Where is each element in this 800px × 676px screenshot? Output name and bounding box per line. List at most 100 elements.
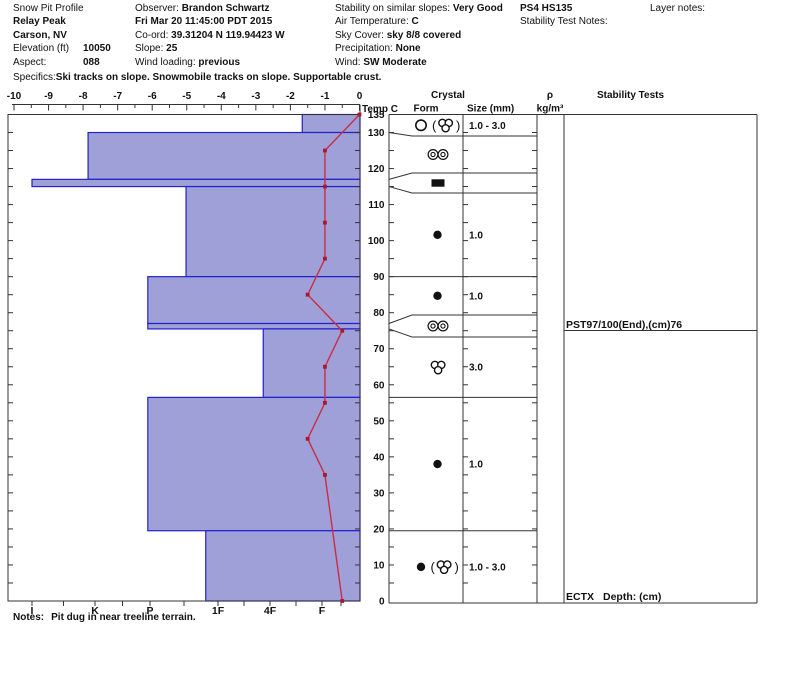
depth-label-135: 135: [368, 110, 385, 121]
size-value-layer-4: 1.0: [469, 230, 483, 241]
header-col1: Snow Pit Profile Relay Peak Carson, NV Elev…: [13, 2, 111, 69]
header-coordinates-value: 39.31204 N 119.94423 W: [171, 29, 285, 41]
specifics-line: Specifics:Ski tracks on slope. Snowmobil…: [13, 72, 381, 83]
depth-label-130: 130: [368, 128, 385, 139]
size-value-layer-7: 3.0: [469, 363, 483, 374]
size-value-layer-8: 1.0: [469, 460, 483, 471]
header-stability-test-notes-label: Stability Test Notes:: [520, 16, 608, 28]
temp-tick-label--4: -4: [217, 91, 226, 102]
header-sky-cover-value: sky 8/8 covered: [386, 29, 462, 41]
ectx-result-text: ECTX: [566, 591, 594, 603]
header-wind-loading-value: previous: [198, 56, 241, 68]
crystal-symbol-melt-cluster-icon: [433, 365, 443, 375]
header-col5: Layer notes:: [650, 2, 705, 15]
size-value-layer-5: 1.0: [469, 291, 483, 302]
crystal-symbol-melt-cluster-icon: [439, 565, 449, 575]
header-col2: Observer: Brandon Schwartz Fri Mar 20 11:…: [135, 2, 285, 69]
header-air-temperature-label: Air Temperature:: [335, 16, 409, 28]
header-wind-label: Wind:: [335, 56, 361, 68]
size-value-layer-1: 1.0 - 3.0: [469, 121, 506, 132]
depth-label-50: 50: [373, 416, 385, 427]
header-wind-loading-label: Wind loading:: [135, 56, 196, 68]
header-location-value: Carson, NV: [13, 29, 67, 41]
size-header: Size (mm): [467, 104, 514, 115]
header-row-location: Carson, NV: [13, 29, 84, 42]
header-elevation-value: 10050: [83, 43, 111, 55]
temperature-point-8: [323, 400, 327, 405]
temp-tick-label--2: -2: [286, 91, 295, 102]
temp-tick-label--6: -6: [148, 91, 157, 102]
temp-axis-title: Temp C: [362, 104, 398, 115]
density-unit-header: kg/m³: [537, 104, 564, 115]
header-slope-value: 25: [166, 43, 178, 55]
depth-label-110: 110: [368, 200, 385, 211]
ectx-depth-text: Depth: (cm): [603, 591, 661, 603]
header-slope-label: Slope:: [135, 43, 164, 55]
crystal-symbol-paren: (: [431, 559, 436, 574]
depth-label-30: 30: [373, 488, 385, 499]
header-row-precipitation: Precipitation: None: [335, 42, 503, 55]
layer-bar-3: [31, 178, 361, 188]
header-stability-similar-slopes-label: Stability on similar slopes:: [335, 3, 451, 14]
temperature-point-3: [323, 220, 327, 225]
specifics-value: Ski tracks on slope. Snowmobile tracks o…: [55, 72, 382, 83]
header-row-observer: Observer: Brandon Schwartz: [135, 2, 285, 15]
crystal-symbol-rounded-grains-icon: [433, 459, 442, 469]
header-title-label: Snow Pit Profile: [13, 3, 84, 14]
header-col4: PS4 HS135 Stability Test Notes:: [520, 2, 608, 29]
header-sky-cover-label: Sky Cover:: [335, 29, 384, 41]
header-peak-value: Relay Peak: [13, 16, 66, 28]
depth-label-40: 40: [373, 452, 385, 463]
temperature-point-6: [340, 328, 345, 333]
crystal-row-separator-funnel: [388, 328, 537, 338]
header-row-layer-notes: Layer notes:: [650, 2, 705, 15]
crystal-symbol-crust-icon: [427, 149, 439, 161]
temp-tick-label--9: -9: [44, 91, 53, 102]
header-observer-label: Observer:: [135, 3, 179, 14]
crystal-row-separator-funnel: [388, 314, 537, 324]
crystal-symbol-paren: ): [456, 118, 460, 133]
crystal-symbol-rounded-grains-icon: [433, 291, 442, 301]
hardness-label-F: F: [319, 605, 326, 617]
temp-tick-label-0: 0: [357, 91, 363, 102]
notes-value: Pit dug in near treeline terrain.: [51, 612, 196, 623]
temperature-point-10: [323, 472, 327, 477]
depth-label-90: 90: [373, 272, 385, 283]
hardness-label-1F: 1F: [212, 605, 225, 617]
header-col3: Stability on similar slopes: Very Good Ai…: [335, 2, 503, 69]
temperature-point-1: [323, 148, 327, 153]
temp-tick-label--10: -10: [7, 91, 22, 102]
crystal-symbol-crust-icon: [440, 323, 446, 329]
header-observer-value: Brandon Schwartz: [181, 3, 270, 14]
header-row-datetime: Fri Mar 20 11:45:00 PDT 2015: [135, 15, 285, 28]
header-pit-id-value: PS4 HS135: [520, 3, 573, 14]
temperature-point-0: [357, 112, 362, 117]
depth-label-120: 120: [368, 164, 385, 175]
header-precipitation-value: None: [395, 43, 421, 55]
crystal-symbol-crust-icon: [437, 149, 449, 161]
header-datetime-value: Fri Mar 20 11:45:00 PDT 2015: [135, 16, 273, 28]
header-layer-notes-label: Layer notes:: [650, 3, 706, 14]
header-row-wind: Wind: SW Moderate: [335, 56, 503, 69]
header-row-elevation: Elevation (ft) 10050: [13, 42, 111, 55]
header-coordinates-label: Co-ord:: [135, 29, 169, 41]
header-row-peak: Relay Peak: [13, 15, 84, 28]
crystal-symbol-rounded-grains-icon: [433, 230, 442, 240]
crystal-symbol-melt-cluster-icon: [441, 123, 450, 133]
header-row-stability-similar-slopes: Stability on similar slopes: Very Good: [335, 2, 503, 15]
temp-tick-label--1: -1: [320, 91, 329, 102]
crystal-symbol-crust-icon: [430, 151, 436, 158]
layer-bar-7: [262, 328, 361, 398]
size-value-layer-9: 1.0 - 3.0: [469, 562, 506, 573]
crystal-symbol-circle-open-icon: [414, 119, 427, 132]
crystal-symbol-crust-icon: [440, 151, 446, 158]
temp-tick-label--5: -5: [182, 91, 191, 102]
layer-bar-2: [87, 131, 361, 180]
depth-label-0: 0: [379, 597, 385, 608]
crystal-row-separator-funnel: [388, 186, 537, 194]
temperature-point-7: [323, 364, 327, 369]
crystal-symbol-paren: ): [455, 559, 459, 574]
layer-bar-4: [185, 185, 361, 278]
